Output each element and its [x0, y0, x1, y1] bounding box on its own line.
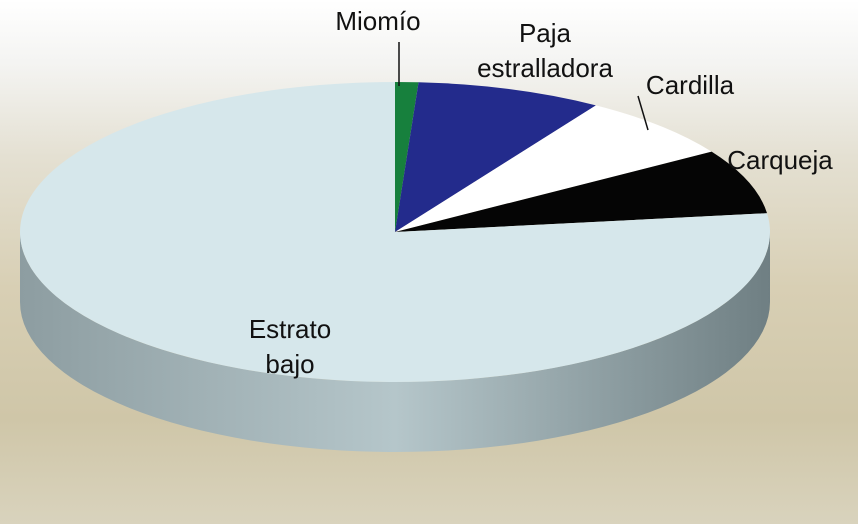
pie-slice	[395, 82, 596, 232]
slice-label: Cardilla	[645, 70, 735, 100]
pie-slice	[395, 105, 712, 232]
pie-slice	[395, 151, 768, 232]
slice-label: Miomío	[335, 6, 421, 36]
leader-line	[637, 95, 649, 131]
slice-label: Paja estralladora	[477, 18, 613, 84]
pie-slice	[395, 82, 419, 232]
pie-slice	[19, 82, 770, 383]
slice-label: Estrato bajo	[248, 314, 332, 380]
pie-side	[20, 232, 770, 452]
slice-label: Carqueja	[727, 145, 833, 175]
pie	[19, 82, 770, 452]
